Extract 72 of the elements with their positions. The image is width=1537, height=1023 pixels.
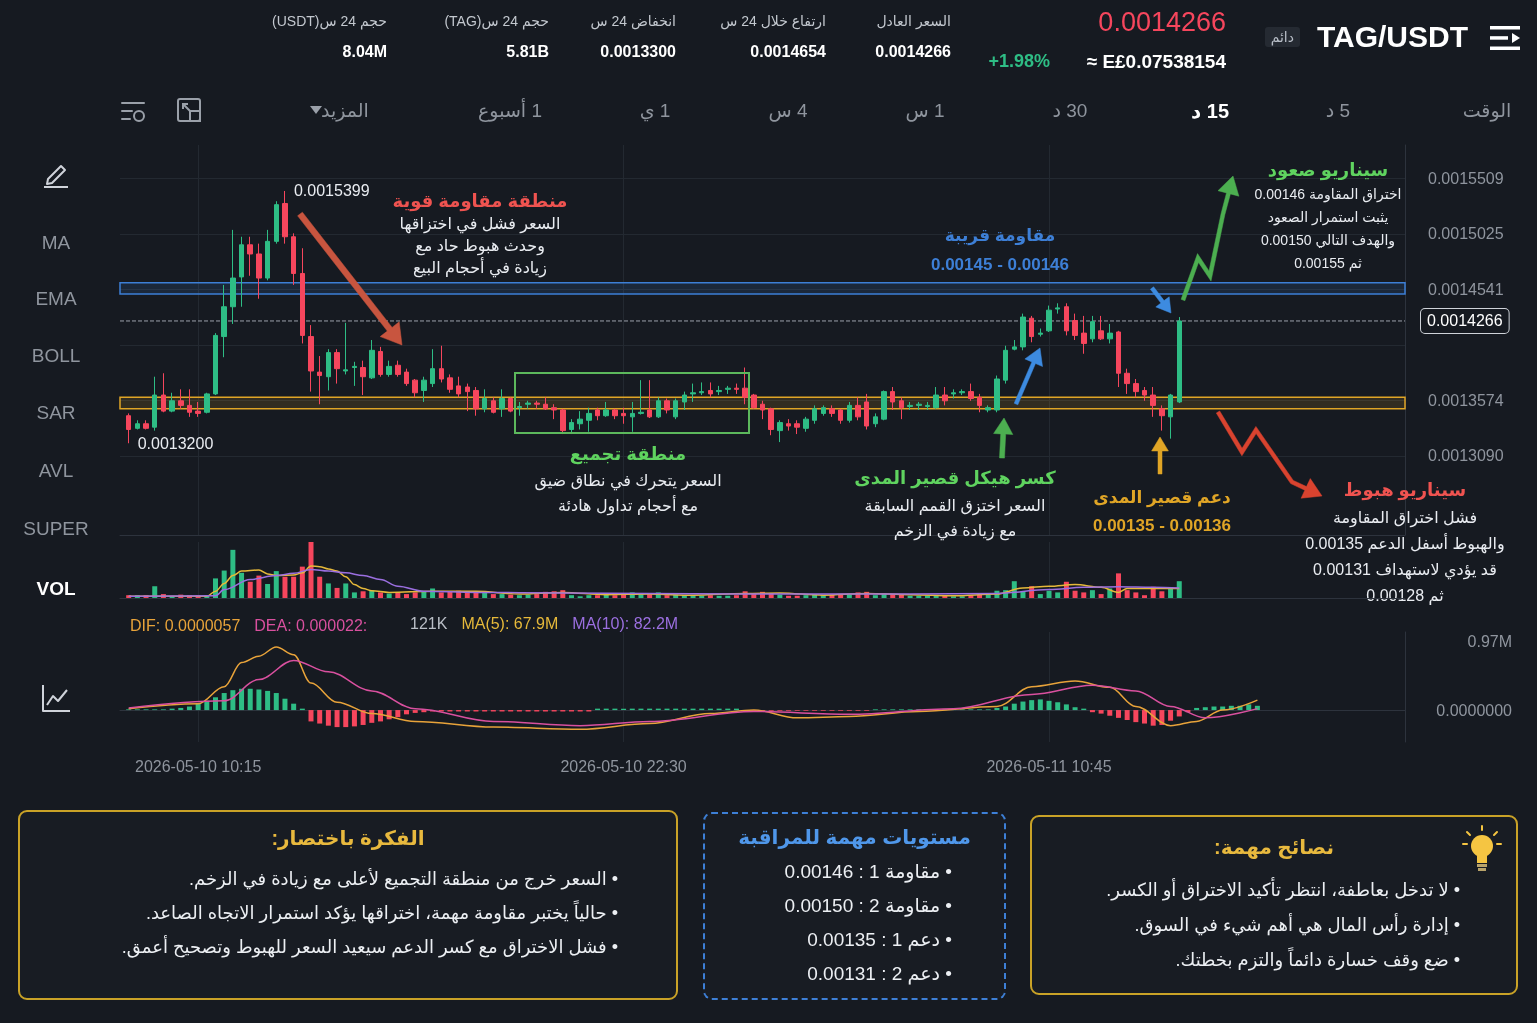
text: 1 ي xyxy=(639,99,671,124)
annotation: كسر هيكل قصير المدى xyxy=(854,467,1056,490)
y-tick-label: 0.0015509 xyxy=(1428,169,1504,187)
text: 15 د xyxy=(1190,99,1230,124)
text: DEA: 0.000022: xyxy=(254,616,368,636)
text: حجم 24 س(USDT) xyxy=(272,12,387,30)
text: • دعم 2 : 0.00131 xyxy=(807,962,952,987)
text: 30 د xyxy=(1052,99,1088,123)
series-label: MA(5): 67.9M xyxy=(461,614,559,634)
text: ارتفاع خلال 24 س xyxy=(720,12,826,30)
ref-line-label: 0.0014266 xyxy=(1427,312,1503,330)
text: SUPER xyxy=(23,517,89,541)
text: الوقت xyxy=(1462,99,1512,124)
text: • مقاومة 1 : 0.00146 xyxy=(784,860,952,885)
y-tick-label: 0.0000000 xyxy=(1436,701,1513,719)
text: • ضع وقف خسارة دائماً والتزم بخطتك. xyxy=(1175,946,1460,973)
x-tick-label: 2026-05-10 22:30 xyxy=(560,757,687,775)
y-tick-label: 0.0015025 xyxy=(1428,225,1504,243)
text: • دعم 1 : 0.00135 xyxy=(807,928,952,953)
text: 1 س xyxy=(905,99,945,124)
text: السعر العادل xyxy=(876,12,951,30)
x-tick-label: 2026-05-11 10:45 xyxy=(986,757,1112,775)
text: الفكرة باختصار: xyxy=(271,826,425,851)
text: • لا تدخل بعاطفة، انتظر تأكيد الاختراق أو الكسر. xyxy=(1106,876,1460,903)
text: 8.04M xyxy=(342,42,387,62)
series-label: MA(10): 82.2M xyxy=(572,614,679,634)
annotation: فشل اختراق المقاومة والهبوط أسفل الدعم 0.00135 قد يؤدي لاستهداف 0.00131 ثم 0.00128 xyxy=(1305,508,1505,607)
text: +1.98% xyxy=(988,51,1050,73)
text: MA xyxy=(41,231,71,255)
annotation: السعر يتحرك في نطاق ضيق مع أحجام تداول هادئة xyxy=(534,471,722,518)
text: AVL xyxy=(38,459,74,483)
text: • فشل الاختراق مع كسر الدعم سيعيد السعر للهبوط وتصحيح أعمق. xyxy=(121,934,618,960)
annotation: السعر فشل في اختزاقها وحدث هبوط حاد مع زيادة في أحجام البيع xyxy=(399,214,561,279)
text: مستويات مهمة للمراقبة xyxy=(738,825,971,850)
annotation: السعر اختزق القمم السابقة مع زيادة في الزخم xyxy=(864,496,1046,543)
text: انخفاض 24 س xyxy=(590,12,676,30)
annotation: 0.0013200 xyxy=(137,434,214,452)
annotation: سيناريو صعود xyxy=(1267,159,1389,182)
y-tick-label: 0.0013574 xyxy=(1428,391,1504,409)
text: • حالياً يختبر مقاومة مهمة، اختراقها يؤكد استمرار الاتجاه الصاعد. xyxy=(145,899,618,926)
text: نصائح مهمة: xyxy=(1214,835,1334,860)
text: TAG/USDT xyxy=(1316,19,1468,55)
text: دائم xyxy=(1264,27,1300,47)
text: • مقاومة 2 : 0.00150 xyxy=(784,894,952,919)
text: 0.0014266 xyxy=(1098,5,1226,39)
y-tick-label: 0.97M xyxy=(1467,632,1512,650)
text: 0.0013300 xyxy=(600,42,676,62)
text: VOL xyxy=(36,577,76,601)
text: • إدارة رأس المال هي أهم شيء في السوق. xyxy=(1134,912,1460,938)
text: • السعر خرج من منطقة التجميع لأعلى مع زيادة في الزخم. xyxy=(189,867,618,892)
text: EMA xyxy=(35,287,77,311)
annotation: 0.0015399 xyxy=(293,182,370,200)
text: ≈ E£0.07538154 xyxy=(1086,50,1226,74)
annotation: 121K xyxy=(410,614,448,634)
annotation: منطقة مقاومة قوية xyxy=(392,190,568,213)
text: BOLL xyxy=(31,344,81,368)
text: 1 أسبوع xyxy=(478,98,542,124)
text: حجم 24 س(TAG) xyxy=(444,12,549,30)
text: 0.0014266 xyxy=(875,42,951,62)
text: 5.81B xyxy=(506,42,549,62)
text: المزيد xyxy=(321,99,369,124)
text: 4 س xyxy=(768,99,808,124)
annotation: اختراق المقاومة 0.00146 يثبت استمرار الصعود والهدف التالي 0.00150 ثم 0.00155 xyxy=(1254,185,1402,274)
annotation: منطقة تجميع xyxy=(569,443,687,466)
annotation: سيناريو هبوط xyxy=(1343,479,1467,502)
y-tick-label: 0.0014541 xyxy=(1428,280,1504,298)
y-tick-label: 0.0013090 xyxy=(1428,447,1504,465)
series-label: DIF: 0.0000057 xyxy=(130,616,241,636)
text: 0.0014654 xyxy=(750,42,826,62)
text: 5 د xyxy=(1325,99,1351,123)
x-tick-label: 2026-05-10 10:15 xyxy=(134,757,262,775)
text: SAR xyxy=(36,401,76,425)
